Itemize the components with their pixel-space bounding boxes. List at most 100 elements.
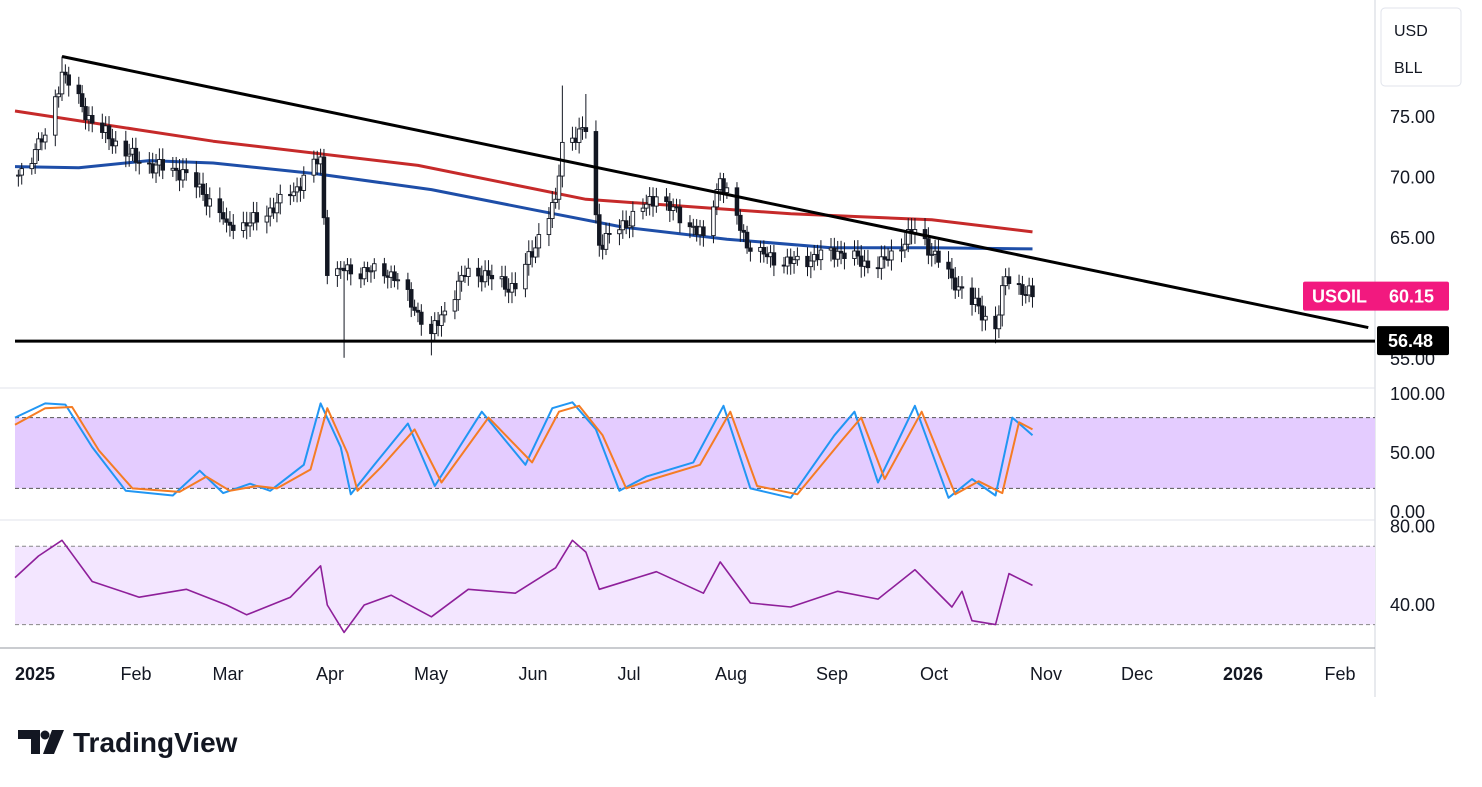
candle-body: [640, 207, 646, 212]
candle: [29, 157, 35, 175]
candle: [348, 258, 354, 286]
candle-body: [83, 106, 88, 121]
candle-body: [670, 206, 676, 211]
candle: [902, 232, 908, 258]
candle: [412, 299, 417, 316]
candle-body: [113, 140, 118, 147]
candle: [667, 192, 673, 222]
time-axis-label: 2026: [1223, 664, 1263, 684]
candle: [136, 151, 142, 175]
time-axis-label: Sep: [816, 664, 848, 684]
tradingview-logo[interactable]: TradingView: [18, 727, 238, 758]
candle-body: [53, 96, 58, 136]
candle: [879, 245, 884, 280]
symbol-tag-background: [1303, 281, 1449, 311]
candle-body: [1016, 283, 1022, 286]
candle-body: [536, 234, 542, 249]
candle-body: [1006, 276, 1012, 284]
time-axis-label: May: [414, 664, 448, 684]
candle-body: [838, 250, 844, 254]
candle-body: [996, 314, 1002, 330]
candle: [160, 148, 166, 180]
candle: [553, 187, 558, 209]
candle-body: [321, 156, 327, 219]
candle-body: [89, 114, 95, 124]
price-pane[interactable]: [14, 55, 1375, 358]
candle-body: [224, 218, 229, 223]
candle-body: [687, 222, 693, 228]
candle: [926, 227, 931, 265]
symbol-name: USOIL: [1312, 287, 1367, 307]
candle: [899, 238, 904, 263]
time-axis[interactable]: 2025 Feb Mar Apr May Jun Jul Aug Sep Oct Nov Dec 202…: [15, 664, 1356, 684]
price-axis[interactable]: 75.0070.0065.0055.00100.0050.000.0080.00…: [1390, 107, 1445, 615]
price-axis-label: 70.00: [1390, 168, 1435, 188]
candle: [607, 222, 612, 244]
candle: [153, 153, 159, 183]
candle-body: [291, 191, 296, 197]
tradingview-logo-icon: [18, 730, 64, 754]
candle-body: [133, 147, 139, 163]
candle-body: [808, 260, 814, 268]
candle-body: [556, 175, 562, 200]
candle: [482, 260, 488, 288]
candle: [486, 260, 491, 286]
candle-body: [983, 315, 988, 321]
candle-body: [795, 255, 800, 261]
candle-body: [607, 232, 612, 235]
candle-body: [466, 267, 471, 277]
candle: [838, 240, 844, 265]
candle: [227, 211, 233, 237]
candle-body: [42, 134, 48, 143]
candle: [224, 207, 229, 233]
stochastic-pane[interactable]: [14, 401, 1034, 499]
candle: [513, 272, 518, 297]
candle-body: [365, 267, 370, 272]
candle-body: [936, 250, 941, 263]
candle-body: [791, 259, 797, 264]
candle: [291, 182, 296, 202]
candle: [180, 158, 186, 188]
candle: [952, 266, 958, 299]
descending-trendline: [61, 55, 1369, 330]
candle-body: [348, 264, 354, 275]
candle: [106, 116, 112, 151]
candle-body: [597, 214, 602, 246]
candle: [217, 187, 223, 223]
candle-body: [677, 206, 683, 224]
candle-body: [126, 153, 132, 157]
candle-body: [160, 159, 166, 171]
candle-body: [278, 193, 283, 204]
candle-body: [627, 225, 632, 229]
candle-body: [29, 163, 35, 170]
candle: [1030, 277, 1035, 308]
candle-body: [902, 243, 908, 251]
candle-body: [19, 168, 24, 176]
candle: [714, 183, 720, 216]
candle-body: [32, 149, 38, 164]
candle-body: [361, 267, 367, 280]
candle: [533, 236, 538, 264]
candle-body: [623, 220, 629, 229]
moving-average-line: [14, 109, 1033, 234]
candle: [882, 245, 887, 269]
candle: [83, 97, 88, 130]
candle: [889, 239, 894, 271]
candle-body: [1020, 284, 1025, 295]
time-axis-label: Dec: [1121, 664, 1153, 684]
candle-body: [180, 169, 186, 181]
candle: [1006, 267, 1012, 290]
candle: [664, 188, 669, 211]
stochastic-axis-label: 0.00: [1390, 502, 1425, 522]
candle-body: [220, 212, 226, 220]
rsi-pane[interactable]: [14, 539, 1033, 634]
candle: [741, 224, 746, 242]
candle: [254, 201, 260, 231]
candle: [63, 64, 68, 84]
candle: [247, 212, 253, 237]
candle: [959, 276, 965, 299]
candle: [220, 201, 226, 225]
candle-body: [63, 71, 68, 76]
currency-box[interactable]: USD BLL: [1380, 7, 1462, 87]
candle: [640, 198, 646, 220]
